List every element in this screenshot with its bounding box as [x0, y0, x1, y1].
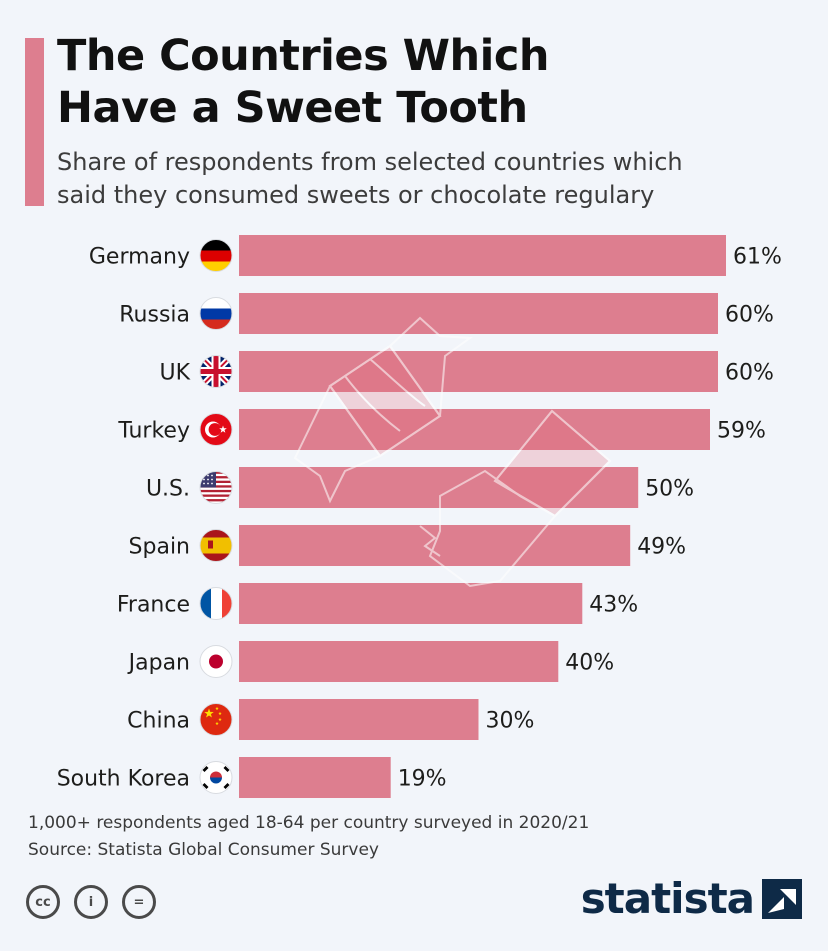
bar-russia — [239, 293, 718, 334]
category-label-china: China — [127, 709, 190, 734]
value-label-spain: 49% — [637, 535, 686, 560]
flag-border — [199, 761, 233, 794]
value-label-turkey: 59% — [717, 419, 766, 444]
bar-germany — [239, 235, 726, 276]
flag-border — [199, 471, 233, 504]
bar-row-u-s: U.S. 50% — [146, 467, 694, 508]
license-icons: cc i = — [26, 885, 156, 919]
category-label-south-korea: South Korea — [57, 767, 190, 792]
value-label-france: 43% — [589, 593, 638, 618]
japan-flag-icon — [200, 645, 232, 678]
category-label-russia: Russia — [119, 303, 190, 328]
category-label-uk: UK — [159, 361, 190, 386]
bar-japan — [239, 641, 559, 682]
category-label-japan: Japan — [127, 651, 190, 676]
title-accent-bar — [25, 38, 44, 206]
no-derivatives-icon[interactable]: = — [122, 885, 156, 919]
spain-flag-icon — [200, 529, 232, 562]
chart-subtitle-line-2: said they consumed sweets or chocolate r… — [57, 181, 655, 209]
attribution-icon[interactable]: i — [74, 885, 108, 919]
uk-flag-icon — [200, 355, 232, 388]
russia-flag-icon — [200, 297, 232, 330]
flag-border — [199, 239, 233, 272]
value-label-u-s: 50% — [645, 477, 694, 502]
value-label-japan: 40% — [565, 651, 614, 676]
value-label-china: 30% — [486, 709, 535, 734]
flag-border — [199, 587, 233, 620]
source-note: Source: Statista Global Consumer Survey — [28, 840, 379, 860]
chart-footnote: 1,000+ respondents aged 18-64 per countr… — [28, 810, 589, 864]
bar-chart: Germany 61% Russia 60% UK 60% Turkey 59% U.S. 50%… — [57, 235, 782, 798]
bar-row-spain: Spain 49% — [129, 525, 686, 566]
bar-turkey — [239, 409, 710, 450]
category-label-u-s: U.S. — [146, 477, 190, 502]
bar-row-south-korea: South Korea 19% — [57, 757, 447, 798]
category-label-france: France — [117, 593, 190, 618]
category-label-spain: Spain — [129, 535, 190, 560]
france-flag-icon — [200, 587, 232, 620]
bar-france — [239, 583, 583, 624]
chart-subtitle: Share of respondents from selected count… — [57, 146, 683, 212]
turkey-flag-icon — [200, 413, 232, 446]
us-flag-icon — [200, 471, 232, 504]
category-label-germany: Germany — [89, 245, 190, 270]
value-label-germany: 61% — [733, 245, 782, 270]
flag-border — [199, 645, 233, 678]
bar-row-russia: Russia 60% — [119, 293, 774, 334]
south-korea-flag-icon — [200, 761, 232, 794]
value-label-south-korea: 19% — [398, 767, 447, 792]
flag-border — [199, 355, 233, 388]
chart-subtitle-line-1: Share of respondents from selected count… — [57, 148, 683, 176]
flag-border — [199, 413, 233, 446]
china-flag-icon — [200, 703, 232, 736]
bar-south-korea — [239, 757, 391, 798]
bar-u-s — [239, 467, 639, 508]
statista-logo-mark-icon — [762, 879, 802, 919]
statista-wordmark: statista — [580, 874, 755, 923]
bar-row-japan: Japan 40% — [127, 641, 614, 682]
bar-row-turkey: Turkey 59% — [117, 409, 766, 450]
statista-logo[interactable]: statista — [581, 878, 802, 920]
chart-title-line-1: The Countries Which — [57, 31, 550, 81]
bar-row-uk: UK 60% — [159, 351, 774, 392]
chart-title-line-2: Have a Sweet Tooth — [57, 83, 528, 133]
category-label-turkey: Turkey — [117, 419, 190, 444]
flag-border — [199, 529, 233, 562]
value-label-uk: 60% — [725, 361, 774, 386]
value-label-russia: 60% — [725, 303, 774, 328]
survey-note: 1,000+ respondents aged 18-64 per countr… — [28, 813, 590, 833]
bars-layer: Germany 61% Russia 60% UK 60% Turkey 59% U.S. 50%… — [57, 235, 782, 798]
germany-flag-icon — [200, 239, 232, 272]
flag-border — [199, 297, 233, 330]
bar-row-france: France 43% — [117, 583, 638, 624]
bar-uk — [239, 351, 718, 392]
bar-row-germany: Germany 61% — [89, 235, 782, 276]
flag-border — [199, 703, 233, 736]
chart-title: The Countries Which Have a Sweet Tooth — [57, 30, 550, 134]
bar-china — [239, 699, 479, 740]
bar-row-china: China 30% — [127, 699, 534, 740]
candy-illustration — [293, 316, 612, 588]
creative-commons-icon[interactable]: cc — [26, 885, 60, 919]
